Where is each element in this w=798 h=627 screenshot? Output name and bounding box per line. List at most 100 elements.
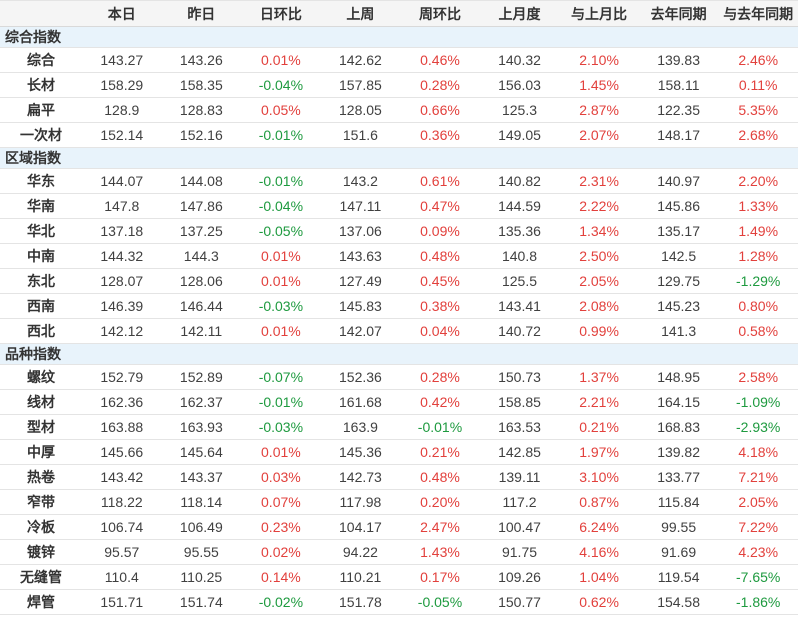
value-cell: 146.44 [161,293,242,319]
value-cell: 145.64 [161,439,242,465]
value-cell: 142.85 [479,439,560,465]
table-body: 综合指数 综合 143.27 143.26 0.01% 142.62 0.46% 140.32… [0,26,798,615]
change-cell: 0.04% [400,318,480,344]
section-row-regional: 区域指数 [0,147,798,169]
value-cell: 145.23 [638,293,719,319]
value-cell: 163.93 [161,414,242,440]
value-cell: 128.05 [320,97,401,123]
change-cell: 0.21% [400,439,480,465]
table-row: 华南 147.8 147.86 -0.04% 147.11 0.47% 144.59 2.22… [0,193,798,219]
row-label: 长材 [0,72,82,98]
row-label: 中厚 [0,439,82,465]
row-label: 中南 [0,243,82,269]
change-cell: 0.01% [241,439,321,465]
row-label: 西南 [0,293,82,319]
table-row: 西北 142.12 142.11 0.01% 142.07 0.04% 140.72 0.99… [0,318,798,344]
change-cell: 0.48% [400,243,480,269]
value-cell: 163.9 [320,414,401,440]
change-cell: 0.17% [400,564,480,590]
change-cell: 1.37% [559,364,639,390]
value-cell: 118.22 [82,489,162,515]
header-row: 本日 昨日 日环比 上周 周环比 上月度 与上月比 去年同期 与去年同期 [0,0,798,27]
value-cell: 99.55 [638,514,719,540]
value-cell: 125.5 [479,268,560,294]
value-cell: 145.83 [320,293,401,319]
change-cell: 2.87% [559,97,639,123]
value-cell: 158.29 [82,72,162,98]
row-label: 一次材 [0,122,82,148]
change-cell: 2.58% [718,364,798,390]
change-cell: 2.47% [400,514,480,540]
change-cell: 2.08% [559,293,639,319]
change-cell: -2.93% [718,414,798,440]
section-title: 品种指数 [0,343,798,365]
table-row: 扁平 128.9 128.83 0.05% 128.05 0.66% 125.3 2.87% 1… [0,97,798,123]
value-cell: 144.59 [479,193,560,219]
value-cell: 91.69 [638,539,719,565]
column-header-last-year: 去年同期 [638,0,719,27]
value-cell: 162.37 [161,389,242,415]
row-label: 镀锌 [0,539,82,565]
value-cell: 154.58 [638,589,719,615]
value-cell: 119.54 [638,564,719,590]
section-title: 综合指数 [0,26,798,48]
change-cell: 0.03% [241,464,321,490]
change-cell: 1.28% [718,243,798,269]
change-cell: 0.23% [241,514,321,540]
value-cell: 147.11 [320,193,401,219]
value-cell: 117.2 [479,489,560,515]
value-cell: 140.82 [479,168,560,194]
change-cell: -1.29% [718,268,798,294]
change-cell: 0.61% [400,168,480,194]
column-header-dod-change: 日环比 [241,0,321,27]
row-label: 焊管 [0,589,82,615]
change-cell: 0.14% [241,564,321,590]
value-cell: 150.73 [479,364,560,390]
change-cell: 0.45% [400,268,480,294]
change-cell: 0.28% [400,72,480,98]
row-label: 东北 [0,268,82,294]
value-cell: 152.14 [82,122,162,148]
table-row: 镀锌 95.57 95.55 0.02% 94.22 1.43% 91.75 4.16% 91.… [0,539,798,565]
change-cell: -0.07% [241,364,321,390]
table-row: 线材 162.36 162.37 -0.01% 161.68 0.42% 158.85 2.2… [0,389,798,415]
value-cell: 106.49 [161,514,242,540]
value-cell: 142.73 [320,464,401,490]
value-cell: 164.15 [638,389,719,415]
value-cell: 109.26 [479,564,560,590]
value-cell: 139.83 [638,47,719,73]
column-header-last-month: 上月度 [479,0,560,27]
value-cell: 91.75 [479,539,560,565]
value-cell: 143.2 [320,168,401,194]
change-cell: 1.97% [559,439,639,465]
change-cell: 0.80% [718,293,798,319]
change-cell: 4.16% [559,539,639,565]
change-cell: 4.23% [718,539,798,565]
value-cell: 144.3 [161,243,242,269]
value-cell: 140.32 [479,47,560,73]
change-cell: 4.18% [718,439,798,465]
change-cell: 0.48% [400,464,480,490]
change-cell: 0.01% [241,268,321,294]
value-cell: 143.26 [161,47,242,73]
value-cell: 142.11 [161,318,242,344]
change-cell: -0.04% [241,72,321,98]
value-cell: 129.75 [638,268,719,294]
value-cell: 145.36 [320,439,401,465]
column-header-yoy-change: 与去年同期 [718,0,798,27]
value-cell: 117.98 [320,489,401,515]
column-header-yesterday: 昨日 [161,0,242,27]
change-cell: 0.87% [559,489,639,515]
table-row: 综合 143.27 143.26 0.01% 142.62 0.46% 140.32 2.10… [0,47,798,73]
change-cell: 0.09% [400,218,480,244]
value-cell: 141.3 [638,318,719,344]
value-cell: 137.06 [320,218,401,244]
value-cell: 142.5 [638,243,719,269]
value-cell: 145.86 [638,193,719,219]
change-cell: 2.50% [559,243,639,269]
value-cell: 104.17 [320,514,401,540]
change-cell: 1.34% [559,218,639,244]
row-label: 扁平 [0,97,82,123]
value-cell: 145.66 [82,439,162,465]
